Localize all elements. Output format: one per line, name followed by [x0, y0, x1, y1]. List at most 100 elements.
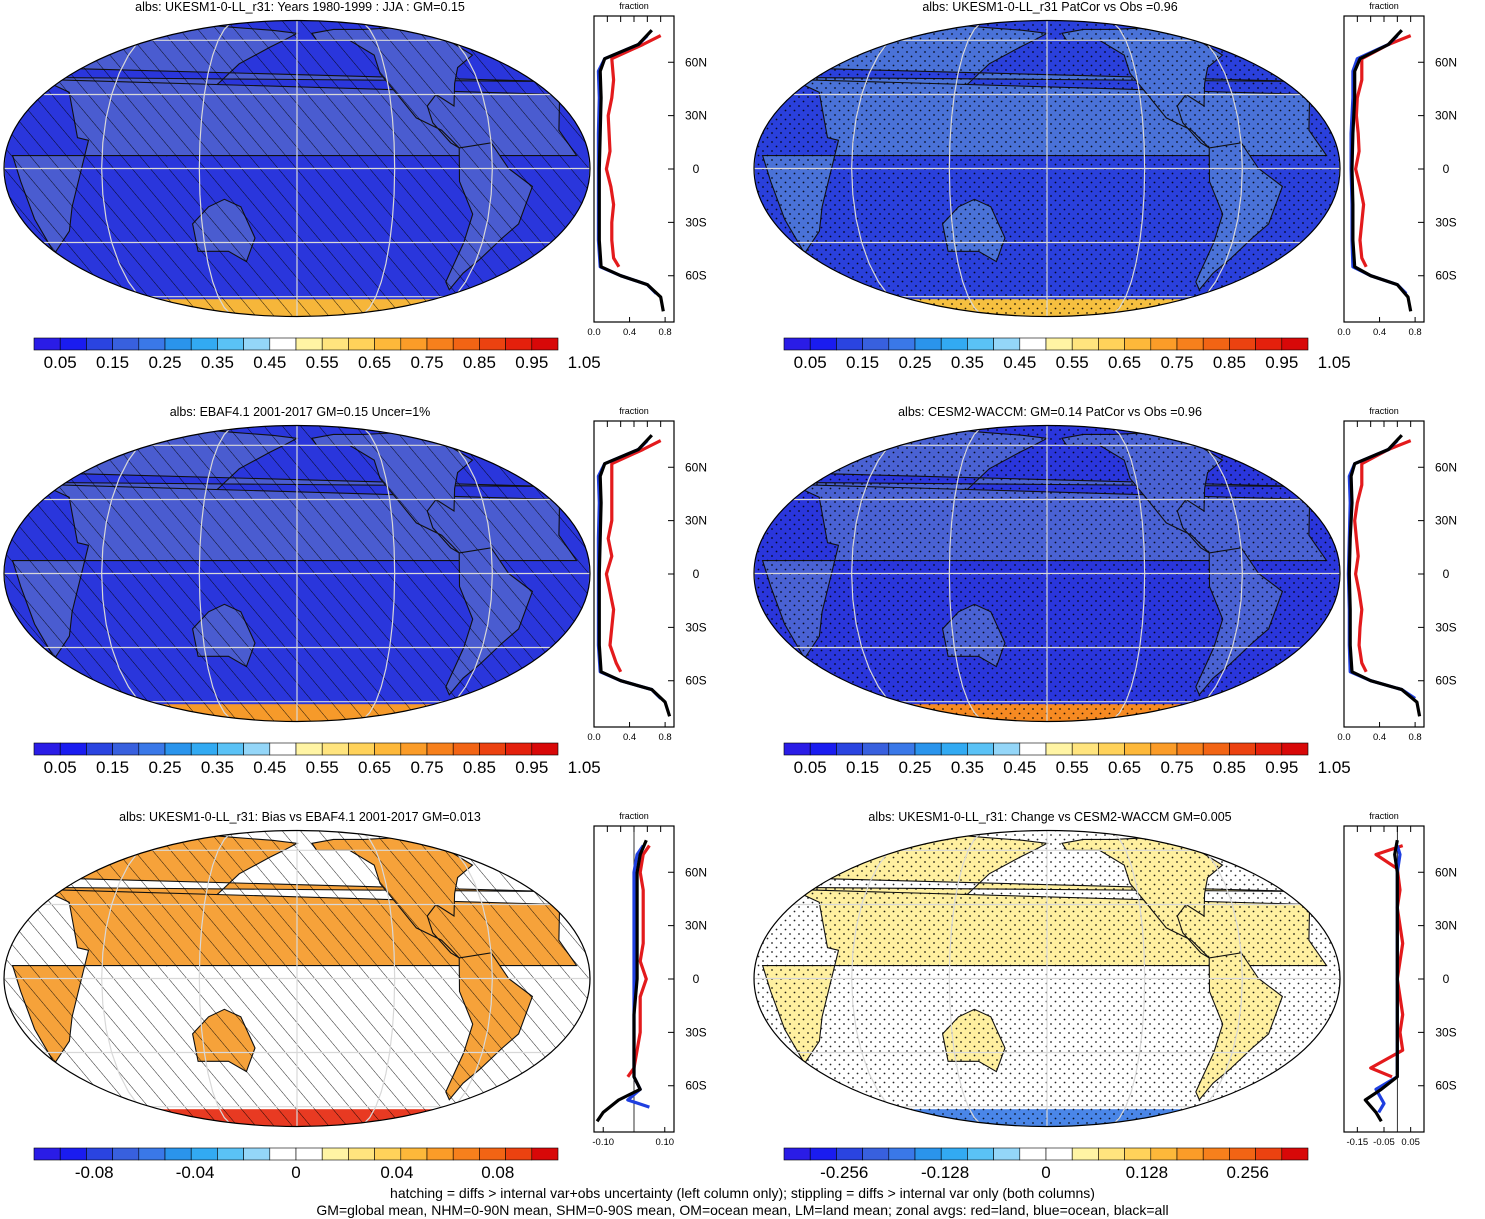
colorbar-swatch [914, 742, 942, 756]
colorbar-swatch [217, 337, 244, 351]
zonal-lat-label: 60S [685, 1079, 706, 1093]
zonal-all-line [597, 29, 665, 312]
colorbar-swatch [967, 742, 994, 756]
colorbar-swatch [190, 337, 218, 351]
colorbar-label: 0.25 [148, 758, 181, 777]
colorbar-label: 1.05 [568, 353, 601, 372]
zonal-lat-label: 30N [685, 919, 707, 933]
colorbar-label: 0.15 [846, 758, 879, 777]
colorbar-swatch [967, 1147, 994, 1161]
colorbar-swatch [243, 1147, 271, 1161]
north-polar-field [752, 824, 1342, 830]
zonal-profile: fraction 60N 30N 0 30S 60S -0.15 -0.05 0.05 [1343, 811, 1457, 1148]
colorbar-label: 0 [1041, 1163, 1050, 1182]
colorbar-swatch [138, 742, 166, 756]
colorbar-swatch [1098, 742, 1125, 756]
colorbar: 0.05 0.15 0.25 0.35 0.45 0.55 0.65 0.75 0.85 0.95… [33, 337, 601, 372]
colorbar-label: 0.95 [1265, 353, 1298, 372]
world-map [3, 829, 591, 1128]
zonal-lat-label: 0 [1443, 567, 1450, 581]
zonal-lat-label: 30S [685, 620, 706, 634]
world-map [753, 19, 1341, 318]
panel-title: albs: UKESM1-0-LL_r31 PatCor vs Obs =0.9… [922, 0, 1178, 14]
zonal-x-label: 0.8 [659, 327, 672, 338]
colorbar-swatch [1150, 337, 1178, 351]
zonal-lat-label: 30S [1435, 1025, 1456, 1039]
colorbar-swatch [1229, 742, 1256, 756]
map-border [753, 424, 1341, 723]
colorbar-swatch [243, 742, 271, 756]
zonal-land-line [604, 439, 662, 673]
colorbar-label: -0.256 [820, 1163, 868, 1182]
colorbar-swatch [164, 337, 192, 351]
longitude-line [1106, 20, 1146, 317]
colorbar-swatch [426, 337, 454, 351]
colorbar-swatch [1281, 742, 1309, 756]
colorbar-swatch [809, 337, 837, 351]
colorbar-swatch [321, 1147, 349, 1161]
colorbar-swatch [862, 742, 890, 756]
colorbar-label: 0.05 [44, 353, 77, 372]
colorbar-swatch [505, 1147, 533, 1161]
colorbar-label: 0.35 [201, 758, 234, 777]
zonal-x-label: 0.10 [656, 1137, 675, 1148]
zonal-land-line [1353, 439, 1412, 673]
zonal-all-line [595, 839, 648, 1123]
zonal-x-label: 0.05 [1401, 1137, 1420, 1148]
colorbar-swatch [1281, 337, 1309, 351]
colorbar-label: 0.85 [463, 353, 496, 372]
colorbar-label: 1.05 [1318, 758, 1351, 777]
colorbar-label: 0.85 [1213, 353, 1246, 372]
zonal-all-line [1350, 29, 1413, 312]
world-map [3, 424, 591, 723]
colorbar-swatch [269, 337, 297, 351]
zonal-lat-label: 30S [1435, 620, 1456, 634]
footer-line-1: hatching = diffs > internal var+obs unce… [390, 1185, 1095, 1201]
colorbar-swatch [269, 742, 297, 756]
zonal-x-label: 0.8 [1409, 327, 1422, 338]
colorbar-label: 0.75 [1160, 353, 1193, 372]
colorbar-label: 0.15 [96, 758, 129, 777]
colorbar-label: 0.95 [515, 353, 548, 372]
zonal-lat-label: 0 [693, 162, 700, 176]
zonal-land-line [626, 844, 651, 1078]
colorbar-swatch [940, 337, 968, 351]
longitude-line [356, 425, 396, 722]
panel-title: albs: UKESM1-0-LL_r31: Bias vs EBAF4.1 2… [119, 810, 481, 824]
colorbar-swatch [243, 337, 271, 351]
panel-title: albs: UKESM1-0-LL_r31: Change vs CESM2-W… [868, 810, 1232, 824]
world-map [3, 19, 591, 318]
colorbar-label: 0.85 [1213, 758, 1246, 777]
colorbar-swatch [531, 1147, 559, 1161]
colorbar-swatch [888, 742, 916, 756]
zonal-x-label: -0.10 [592, 1137, 614, 1148]
colorbar-swatch [783, 742, 811, 756]
colorbar-swatch [59, 337, 87, 351]
colorbar-swatch [836, 337, 863, 351]
colorbar-swatch [479, 337, 506, 351]
colorbar-swatch [1019, 337, 1047, 351]
colorbar-swatch [505, 337, 533, 351]
zonal-axis-label: fraction [619, 1, 649, 11]
colorbar-swatch [940, 742, 968, 756]
colorbar-swatch [138, 1147, 166, 1161]
colorbar-swatch [862, 337, 890, 351]
colorbar-label: 0.05 [794, 353, 827, 372]
colorbar-swatch [33, 742, 61, 756]
zonal-profile: fraction 60N 30N 0 30S 60S 0.0 0.4 0.8 [587, 406, 707, 743]
zonal-lat-label: 0 [1443, 162, 1450, 176]
colorbar-label: 0.65 [358, 353, 391, 372]
zonal-lat-label: 0 [693, 972, 700, 986]
colorbar-swatch [321, 742, 349, 756]
colorbar-label: 0.08 [481, 1163, 514, 1182]
colorbar-swatch [783, 337, 811, 351]
colorbar-swatch [1124, 337, 1152, 351]
colorbar-swatch [164, 1147, 192, 1161]
panel-6: albs: UKESM1-0-LL_r31: Change vs CESM2-W… [750, 810, 1485, 1215]
zonal-all-line [597, 434, 672, 717]
colorbar-swatch [1071, 337, 1099, 351]
zonal-x-label: 0.0 [587, 732, 600, 743]
zonal-land-line [1354, 34, 1412, 268]
colorbar-swatch [862, 1147, 890, 1161]
zonal-lat-label: 60S [1435, 269, 1456, 283]
